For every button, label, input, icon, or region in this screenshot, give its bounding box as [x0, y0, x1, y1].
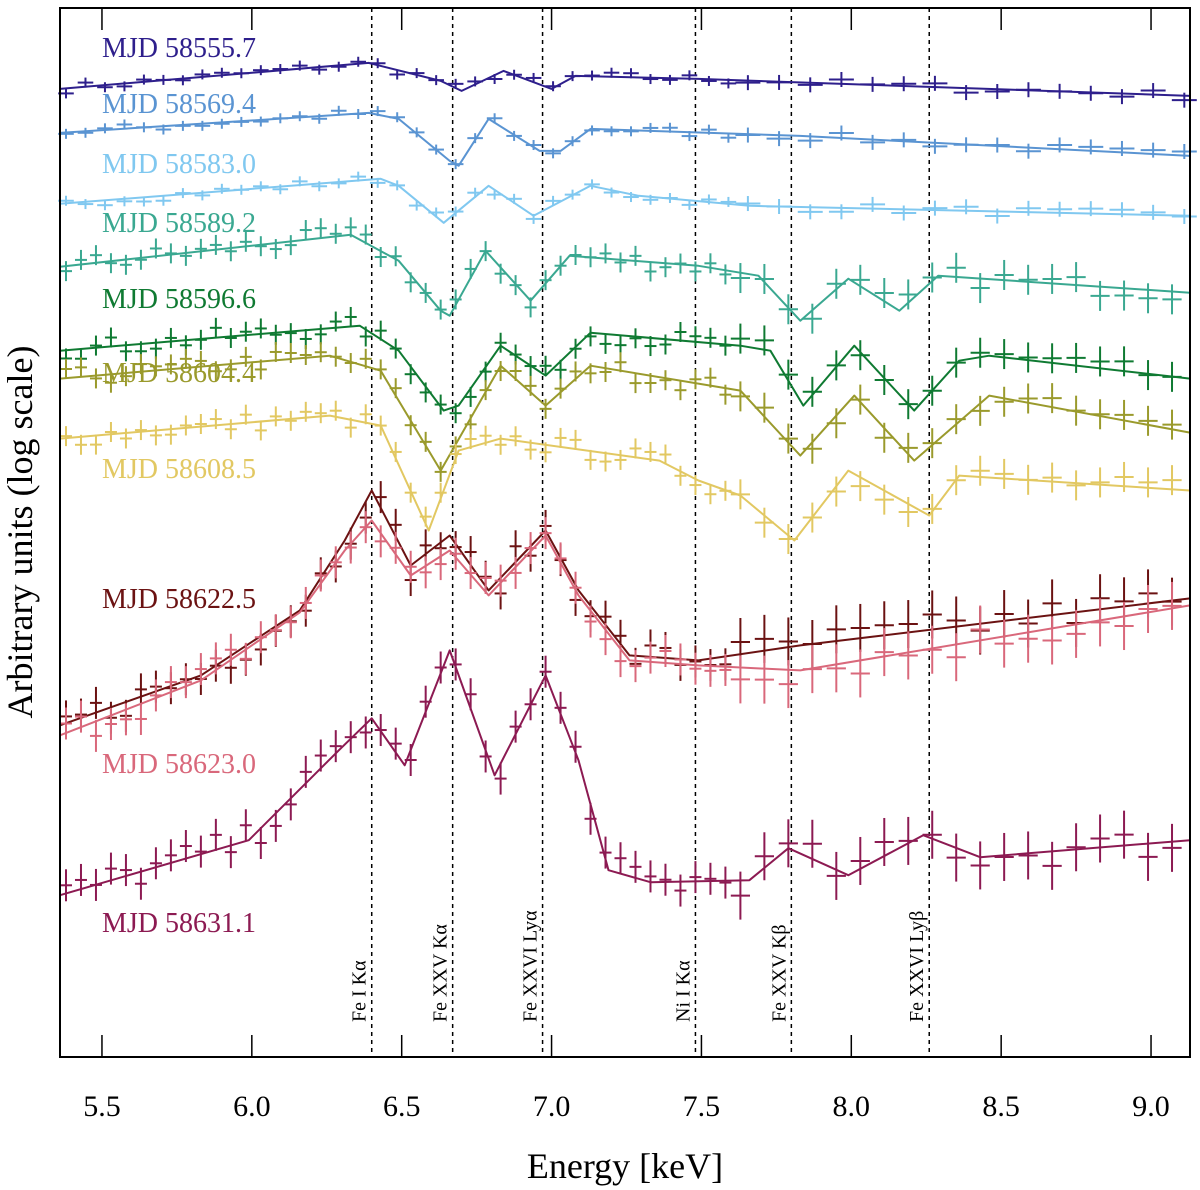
series-label: MJD 58623.0 [102, 749, 256, 780]
x-tick-label: 9.0 [1132, 1090, 1170, 1123]
plot-frame [59, 7, 1191, 1058]
series-7: MJD 58622.5 [59, 481, 1191, 734]
series-2: MJD 58583.0 [58, 149, 1197, 224]
series-4: MJD 58596.6 [59, 284, 1191, 424]
series-8: MJD 58623.0 [59, 511, 1191, 780]
series-3: MJD 58589.2 [59, 208, 1191, 334]
reference-line-label: Fe I Kα [349, 960, 371, 1022]
series-label: MJD 58555.7 [102, 33, 256, 64]
series-9: MJD 58631.1 [59, 648, 1191, 939]
x-tick-label: 8.0 [833, 1090, 871, 1123]
model-curve [59, 519, 1191, 737]
reference-line-label: Fe XXVI Lyα [520, 910, 542, 1022]
x-tick-label: 5.5 [83, 1090, 121, 1123]
reference-line-label: Ni I Kα [672, 960, 694, 1022]
series-1: MJD 58569.4 [58, 89, 1197, 170]
model-curve [59, 324, 1191, 412]
model-curve [59, 354, 1191, 472]
x-axis-ticks: 5.5 6.0 6.5 7.0 7.5 8.0 8.5 9.0 [83, 8, 1170, 1123]
series-label: MJD 58596.6 [102, 284, 256, 315]
model-curve [59, 414, 1191, 542]
model-curve [59, 111, 1191, 167]
x-axis-title: Energy [keV] [527, 1146, 723, 1186]
reference-line-label: Fe XXV Kβ [768, 924, 790, 1022]
x-tick-label: 7.5 [683, 1090, 721, 1123]
series-label: MJD 58608.5 [102, 454, 256, 485]
x-tick-label: 6.0 [233, 1090, 271, 1123]
series-label: MJD 58569.4 [102, 89, 256, 120]
series-label: MJD 58631.1 [102, 908, 256, 939]
reference-lines: Fe I Kα Fe XXV Kα Fe XXVI Lyα Ni I Kα Fe XXV… [349, 8, 930, 1057]
model-curve [59, 61, 1191, 97]
model-curve [59, 177, 1191, 224]
reference-line-label: Fe XXV Kα [430, 924, 452, 1022]
series-label: MJD 58622.5 [102, 584, 256, 615]
series-label: MJD 58604.4 [102, 358, 256, 389]
x-tick-label: 8.5 [982, 1090, 1020, 1123]
x-tick-label: 7.0 [533, 1090, 571, 1123]
model-curve [59, 233, 1191, 322]
model-curve [59, 489, 1191, 727]
series-5: MJD 58604.4 [59, 341, 1191, 482]
series-0: MJD 58555.7 [58, 33, 1197, 108]
series-label: MJD 58583.0 [102, 149, 256, 180]
y-axis-title: Arbitrary units (log scale) [0, 346, 40, 719]
reference-line-label: Fe XXVI Lyβ [906, 911, 928, 1022]
series-6: MJD 58608.5 [59, 400, 1191, 555]
plot-area: MJD 58555.7 MJD 58569.4 MJD 58583.0 MJD 585… [58, 33, 1197, 939]
model-curve [59, 649, 1191, 897]
x-tick-label: 6.5 [383, 1090, 421, 1123]
series-label: MJD 58589.2 [102, 208, 256, 239]
